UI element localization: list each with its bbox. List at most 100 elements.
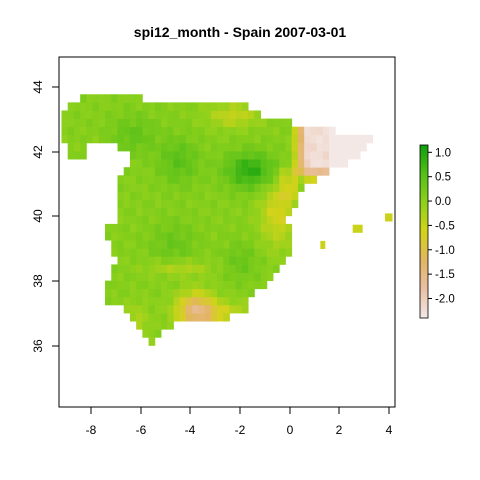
legend-swatch <box>420 286 428 290</box>
map-cell <box>167 321 174 330</box>
map-cell <box>142 280 149 290</box>
map-cell <box>210 223 218 233</box>
map-cell <box>235 110 243 119</box>
map-cell <box>279 240 286 249</box>
map-cell <box>248 280 255 290</box>
map-cell <box>167 118 174 128</box>
map-cell <box>67 126 75 136</box>
map-cell <box>248 288 255 298</box>
map-cell <box>117 142 125 152</box>
map-cell <box>241 167 249 176</box>
map-cell <box>210 191 218 200</box>
map-cell <box>192 191 199 200</box>
x-tick: -4 <box>185 407 196 437</box>
map-cell <box>117 240 125 249</box>
map-cell <box>92 126 100 136</box>
legend-swatch <box>420 306 428 310</box>
map-cell <box>329 134 336 144</box>
map-cell <box>142 240 149 249</box>
map-cell <box>297 150 305 160</box>
map-cell <box>123 199 131 209</box>
map-cell <box>173 296 181 306</box>
map-cell <box>142 102 149 111</box>
map-cell <box>129 126 137 136</box>
map-cell <box>260 240 268 249</box>
map-cell <box>198 159 205 168</box>
map-cell <box>260 232 268 241</box>
map-cell <box>235 199 243 209</box>
map-cell <box>291 134 299 144</box>
legend-swatch <box>420 217 428 221</box>
map-cell <box>291 159 299 168</box>
map-cell <box>123 248 131 257</box>
map-cell <box>204 191 212 200</box>
map-cell <box>173 207 181 217</box>
map-cell <box>117 288 125 298</box>
map-cell <box>73 142 81 152</box>
legend-swatch <box>420 165 428 169</box>
map-cell <box>235 296 243 306</box>
map-cell <box>105 102 112 111</box>
map-cell <box>148 199 156 209</box>
map-cell <box>329 142 336 152</box>
map-cell <box>266 150 274 160</box>
map-cell <box>353 142 361 152</box>
legend-swatch <box>420 294 428 299</box>
map-cell <box>173 183 181 192</box>
map-cell <box>254 150 261 160</box>
y-tick-label: 44 <box>31 80 45 94</box>
map-cell <box>179 296 187 306</box>
map-cell <box>117 134 125 144</box>
map-cell <box>192 304 199 314</box>
map-cell <box>210 280 218 290</box>
map-cell <box>117 248 125 257</box>
map-cell <box>123 134 131 144</box>
map-cell <box>223 215 230 225</box>
map-cell <box>235 240 243 249</box>
map-cell <box>360 142 367 152</box>
map-cell <box>80 118 87 128</box>
map-cell <box>148 280 156 290</box>
map-cell <box>173 272 181 282</box>
map-cell <box>204 296 212 306</box>
map-cell <box>80 102 87 111</box>
map-cell <box>67 118 75 128</box>
map-cell <box>210 142 218 152</box>
map-cell <box>154 296 162 306</box>
map-cell <box>154 126 162 136</box>
map-cell <box>111 223 118 233</box>
map-cell <box>241 304 249 314</box>
map-cell <box>316 126 324 136</box>
map-cell <box>210 102 218 111</box>
map-cell <box>254 110 261 119</box>
map-cell <box>142 321 149 330</box>
map-cell <box>185 256 193 265</box>
map-cell <box>273 159 280 168</box>
map-cell <box>142 191 149 200</box>
map-cell <box>235 288 243 298</box>
map-cell <box>254 126 261 136</box>
map-cell <box>260 167 268 176</box>
map-cell <box>148 134 156 144</box>
map-cell <box>123 240 131 249</box>
map-cell <box>210 264 218 273</box>
map-cell <box>148 296 156 306</box>
map-cell <box>223 110 230 119</box>
map-cell <box>123 288 131 298</box>
map-cell <box>123 256 131 265</box>
map-cell <box>117 102 125 111</box>
map-cell <box>185 150 193 160</box>
map-cell <box>266 264 274 273</box>
map-cell <box>248 175 255 184</box>
map-cell <box>142 288 149 298</box>
x-tick: -2 <box>235 407 246 437</box>
map-cell <box>291 175 299 184</box>
map-cell <box>248 191 255 200</box>
map-cell <box>217 118 224 128</box>
legend-swatch <box>420 196 428 201</box>
map-cell <box>254 159 261 168</box>
map-cell <box>129 183 137 192</box>
legend-swatch <box>420 176 428 181</box>
map-cell <box>279 134 286 144</box>
map-cell <box>136 126 143 136</box>
